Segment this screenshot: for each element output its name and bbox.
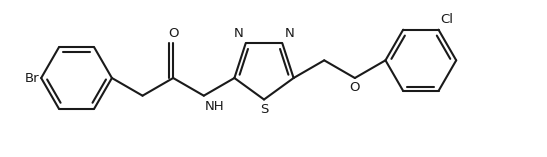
Text: Br: Br <box>25 71 39 84</box>
Text: O: O <box>168 27 178 40</box>
Text: NH: NH <box>205 100 224 113</box>
Text: Cl: Cl <box>440 13 453 26</box>
Text: N: N <box>234 27 244 40</box>
Text: S: S <box>260 103 268 116</box>
Text: N: N <box>284 27 294 40</box>
Text: O: O <box>350 81 360 94</box>
